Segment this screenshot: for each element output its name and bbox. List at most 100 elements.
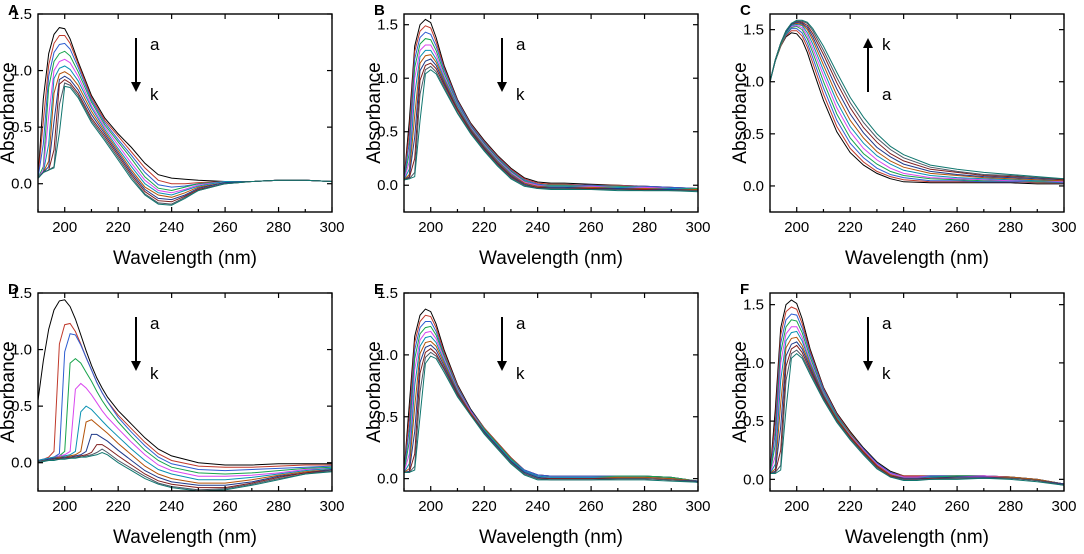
panel-c: 200 220 240 260 280 300 0.0 0.5 1.0 1.5 Wavelength… [730,2,1077,269]
x-tick-label: 240 [159,498,184,515]
y-tick-label: 0.0 [11,455,32,472]
x-tick-label: 280 [632,219,657,236]
panel-d: 200 220 240 260 280 300 0.0 0.5 1.0 1.5 Wavelength… [0,281,345,548]
y-axis-label: Absorbance [0,341,19,442]
series-line-k [770,352,1064,486]
series-line-e [404,330,698,482]
y-tick-label: 0.5 [743,413,764,430]
plot-frame [403,13,699,213]
series-line-b [770,30,1064,184]
y-tick-label: 0.5 [743,126,764,143]
series-line-c [38,333,332,472]
series-line-k [38,85,332,206]
x-tick-label: 240 [891,498,916,515]
series-line-f [404,49,698,190]
panel-label: F [740,281,749,298]
x-tick-label: 220 [472,219,497,236]
x-tick-label: 240 [159,219,184,236]
x-tick-label: 300 [685,498,710,515]
y-tick-label: 1.5 [377,17,398,34]
x-tick-label: 280 [266,498,291,515]
series-line-d [404,38,698,189]
y-tick-label: 1.0 [11,342,32,359]
plot-frame [37,292,333,492]
annotation-start: a [516,314,526,333]
trend-arrow-head [131,361,141,371]
x-tick-label: 220 [838,498,863,515]
panel-label: A [8,2,19,19]
series-line-i [770,20,1064,181]
series-line-g [38,71,332,198]
panel-label: E [374,281,384,298]
series-line-b [38,35,332,185]
trend-arrow-head [863,361,873,371]
x-tick-label: 300 [319,498,344,515]
series-line-j [770,349,1064,486]
y-axis-label: Absorbance [730,62,751,163]
series-line-j [404,65,698,192]
x-tick-label: 220 [106,498,131,515]
series-line-c [38,42,332,188]
annotation-end: k [882,364,891,383]
series-line-a [404,18,698,189]
series-line-k [404,69,698,193]
annotation-end: k [150,364,159,383]
x-tick-label: 260 [579,498,604,515]
series-group [770,19,1064,185]
trend-arrow-head [497,361,507,371]
series-group [770,299,1064,486]
x-tick-label: 200 [784,219,809,236]
series-line-f [770,23,1064,182]
x-axis-label: Wavelength (nm) [845,248,989,269]
x-axis-label: Wavelength (nm) [479,248,623,269]
series-line-k [404,355,698,483]
y-tick-label: 1.5 [377,285,398,302]
plot-frame [403,292,699,492]
x-axis-label: Wavelength (nm) [113,248,257,269]
panel-e: 200 220 240 260 280 300 0.0 0.5 1.0 1.5 Wavelength… [364,281,711,548]
x-tick-label: 260 [213,219,238,236]
series-line-h [38,75,332,201]
panel-label: D [8,281,19,298]
y-tick-label: 1.0 [743,74,764,91]
series-line-a [770,32,1064,185]
x-tick-label: 300 [1051,498,1076,515]
x-tick-label: 200 [784,498,809,515]
y-tick-label: 1.5 [743,22,764,39]
series-line-b [404,314,698,482]
x-tick-label: 200 [418,498,443,515]
annotation-end: a [882,85,892,104]
trend-arrow-head [497,82,507,92]
x-tick-label: 260 [945,219,970,236]
x-tick-label: 260 [579,219,604,236]
series-line-e [770,24,1064,183]
x-tick-label: 300 [685,219,710,236]
series-line-f [404,335,698,482]
series-line-e [38,382,332,477]
x-axis-label: Wavelength (nm) [845,527,989,548]
series-line-d [404,325,698,482]
panel-a: 200 220 240 260 280 300 0.0 0.5 1.0 1.5 Wavelength… [0,2,345,269]
x-tick-label: 260 [213,498,238,515]
series-line-f [770,330,1064,485]
series-line-f [38,65,332,196]
x-tick-label: 220 [838,219,863,236]
annotation-end: k [516,85,525,104]
plot-frame [769,13,1065,213]
x-axis-label: Wavelength (nm) [479,527,623,548]
annotation-start: a [150,35,160,54]
series-group [38,299,332,491]
x-tick-label: 220 [472,498,497,515]
x-tick-label: 280 [998,498,1023,515]
series-group [404,308,698,483]
annotation-start: a [882,314,892,333]
plot-frame [37,13,333,213]
y-tick-label: 0.0 [743,178,764,195]
y-tick-label: 1.5 [11,285,32,302]
x-tick-label: 240 [525,219,550,236]
y-tick-label: 0.0 [743,471,764,488]
series-line-b [770,306,1064,485]
series-line-g [404,54,698,190]
x-tick-label: 200 [52,498,77,515]
